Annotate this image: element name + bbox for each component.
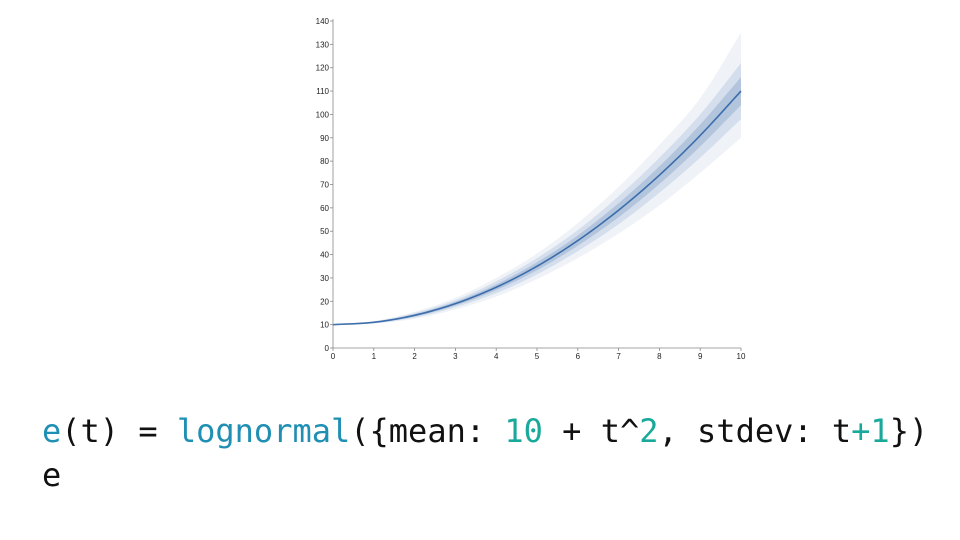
x-tick-label: 4 (494, 352, 499, 361)
code-token-plus-t-pow: + t^ (542, 412, 640, 450)
confidence-band-2 (333, 77, 741, 325)
y-tick-label: 130 (316, 40, 330, 49)
plot-area (332, 32, 742, 326)
y-tick-label: 10 (320, 321, 329, 330)
x-tick-label: 5 (535, 352, 540, 361)
y-tick-label: 100 (316, 110, 330, 119)
x-tick-label: 2 (412, 352, 417, 361)
y-tick-label: 80 (320, 157, 329, 166)
x-tick-label: 9 (698, 352, 703, 361)
code-token-plus-one: +1 (851, 412, 890, 450)
x-tick-label: 1 (372, 352, 377, 361)
x-tick-label: 10 (737, 352, 746, 361)
code-token-number-2: 2 (639, 412, 659, 450)
y-tick-label: 40 (320, 251, 329, 260)
x-tick-label: 6 (576, 352, 581, 361)
code-token-function-name: e (42, 412, 62, 450)
y-tick-label: 60 (320, 204, 329, 213)
y-tick-label: 110 (316, 87, 329, 96)
y-axis: 0 10 20 30 40 50 60 70 80 90 100 110 120 130 140 (316, 17, 334, 353)
median-line (332, 90, 742, 326)
confidence-band-0 (333, 32, 741, 325)
x-tick-label: 0 (331, 352, 336, 361)
y-tick-label: 140 (316, 17, 330, 26)
y-tick-label: 0 (325, 344, 330, 353)
x-tick-label: 8 (657, 352, 662, 361)
code-token-stdev: , stdev: t (658, 412, 852, 450)
y-tick-label: 50 (320, 227, 329, 236)
x-tick-label: 7 (616, 352, 621, 361)
y-tick-label: 30 (320, 274, 329, 283)
code-token-close: }) (889, 412, 929, 450)
code-token-params: (t) = (61, 412, 177, 450)
y-tick-label: 90 (320, 134, 329, 143)
code-token-args-open: ({mean: (350, 412, 505, 450)
y-tick-label: 70 (320, 181, 329, 190)
x-axis: 0 1 2 3 4 5 6 7 8 9 10 (331, 347, 746, 361)
y-tick-label: 120 (316, 64, 330, 73)
code-line-output: e (42, 456, 62, 494)
y-tick-label: 20 (320, 297, 329, 306)
confidence-band-1 (333, 63, 741, 325)
code-line-expression: e(t) = lognormal({mean: 10 + t^2, stdev:… (42, 412, 928, 450)
lognormal-fan-chart: 0 10 20 30 40 50 60 70 80 90 100 110 120 130 140 0 1 2 3 4… (316, 17, 746, 361)
code-token-lognormal: lognormal (176, 412, 351, 450)
code-token-number-10: 10 (504, 412, 543, 450)
x-tick-label: 3 (453, 352, 458, 361)
